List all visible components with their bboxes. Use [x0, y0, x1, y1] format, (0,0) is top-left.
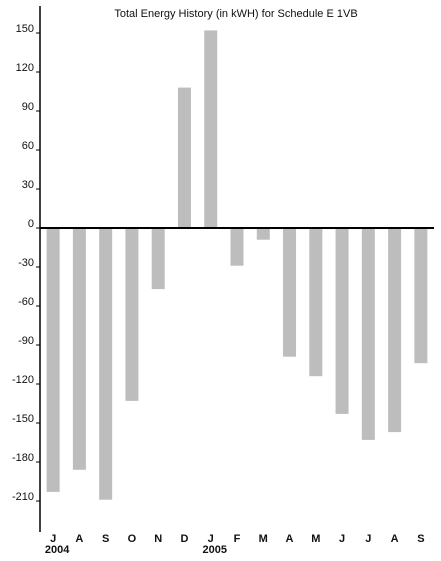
x-tick-label: S — [417, 533, 424, 545]
y-tick-label: 150 — [16, 23, 34, 35]
y-tick-label: -150 — [12, 413, 34, 425]
x-tick-label: S — [102, 533, 109, 545]
x-tick-label: F — [234, 533, 241, 545]
bar — [361, 228, 375, 440]
year-label: 2004 — [45, 544, 70, 556]
bar — [204, 30, 218, 229]
x-tick-label: J — [365, 533, 371, 545]
bar — [151, 228, 165, 290]
bar — [414, 228, 428, 364]
chart-title: Total Energy History (in kWH) for Schedu… — [114, 8, 357, 20]
bar — [72, 228, 86, 470]
y-tick-label: 30 — [22, 179, 34, 191]
bar — [125, 228, 139, 401]
bar — [177, 87, 191, 228]
y-tick-label: -60 — [18, 296, 34, 308]
y-tick-label: -90 — [18, 335, 34, 347]
x-tick-label: J — [50, 533, 56, 545]
y-tick-label: 120 — [16, 62, 34, 74]
bar — [99, 228, 113, 500]
bar — [388, 228, 402, 433]
x-tick-label: J — [339, 533, 345, 545]
y-tick-label: 90 — [22, 101, 34, 113]
x-tick-label: N — [154, 533, 162, 545]
x-tick-label: A — [75, 533, 83, 545]
x-tick-label: J — [208, 533, 214, 545]
y-tick-label: -30 — [18, 257, 34, 269]
year-label: 2005 — [202, 544, 226, 556]
bar — [46, 228, 60, 492]
bar — [256, 228, 270, 240]
bar — [309, 228, 323, 377]
x-tick-label: M — [311, 533, 320, 545]
bar — [283, 228, 297, 357]
bar — [230, 228, 244, 266]
x-tick-label: A — [391, 533, 399, 545]
y-tick-label: 0 — [28, 218, 34, 230]
y-tick-label: 60 — [22, 140, 34, 152]
x-tick-label: A — [286, 533, 294, 545]
y-tick-label: -210 — [12, 491, 34, 503]
x-tick-label: D — [180, 533, 188, 545]
x-tick-label: M — [259, 533, 268, 545]
bar — [335, 228, 349, 414]
y-tick-label: -180 — [12, 452, 34, 464]
x-tick-label: O — [128, 533, 137, 545]
y-tick-label: -120 — [12, 374, 34, 386]
